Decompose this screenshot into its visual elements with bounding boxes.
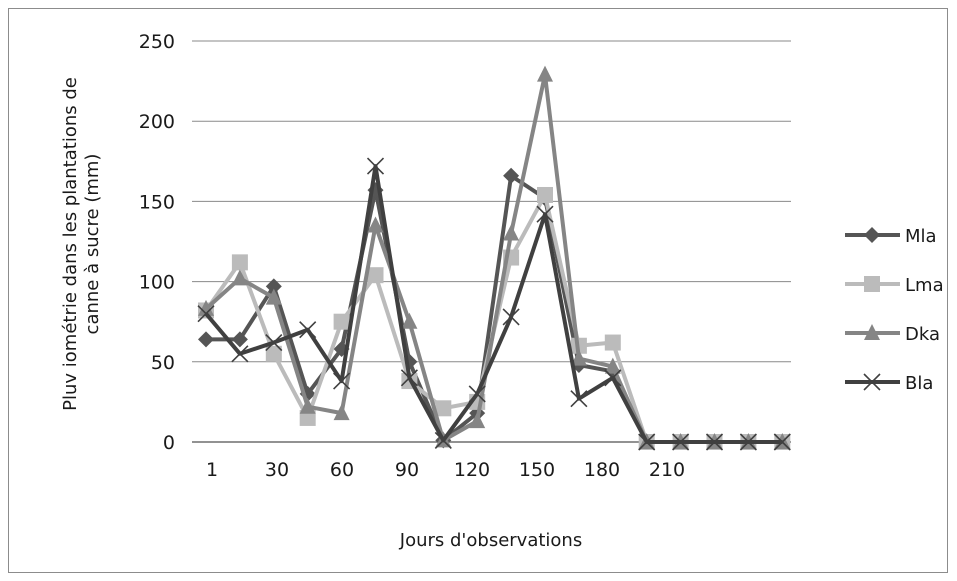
- data-point: [604, 369, 622, 387]
- line-chart: 0 50 100 150 200 250 1 30 60 90 120 150 180 210 Mla Lm…: [60, 31, 944, 551]
- data-point: [503, 224, 520, 241]
- data-point: [503, 167, 520, 184]
- data-point: [537, 186, 553, 203]
- data-point: [367, 216, 384, 233]
- y-tick-label: 150: [139, 191, 175, 213]
- series-bla: [197, 157, 791, 451]
- series-mla: [198, 167, 791, 450]
- x-tick-label: 60: [330, 459, 354, 481]
- legend-label: Mla: [905, 226, 937, 247]
- legend-item-bla: Bla: [845, 373, 933, 394]
- data-point: [604, 357, 621, 374]
- y-axis-title-line-2: canne à sucre (mm): [82, 154, 103, 335]
- y-axis-title-line-1: Pluv iométrie dans les plantations de: [60, 77, 81, 411]
- legend-marker: [863, 373, 881, 391]
- data-point: [604, 334, 621, 351]
- data-point: [265, 345, 282, 362]
- y-tick-label: 200: [139, 111, 175, 133]
- series-lines: [197, 65, 791, 451]
- data-point: [705, 433, 724, 451]
- x-axis-title: Jours d'observations: [399, 530, 582, 551]
- data-point: [401, 312, 418, 329]
- data-point: [638, 433, 656, 451]
- data-point: [468, 385, 486, 403]
- data-point: [672, 433, 690, 451]
- data-point: [333, 404, 350, 421]
- x-tick-label: 30: [265, 459, 289, 481]
- data-point: [469, 412, 486, 429]
- data-point: [570, 349, 587, 366]
- data-point: [299, 409, 316, 426]
- data-point: [400, 369, 418, 387]
- data-point: [231, 254, 248, 271]
- data-point: [367, 267, 384, 284]
- y-tick-label: 100: [139, 272, 175, 294]
- data-point: [198, 331, 214, 348]
- series-dka: [198, 65, 791, 449]
- data-point: [739, 433, 757, 451]
- x-tick-label: 180: [584, 459, 620, 481]
- series-line-bla: [204, 164, 783, 444]
- data-point: [231, 331, 248, 348]
- y-tick-label: 50: [151, 352, 175, 374]
- data-point: [773, 433, 791, 451]
- legend-label: Lma: [905, 275, 944, 296]
- data-point: [197, 305, 215, 323]
- data-point: [536, 205, 554, 223]
- data-point: [265, 333, 283, 352]
- legend-item-mla: Mla: [845, 226, 937, 247]
- y-tick-label: 0: [163, 432, 175, 454]
- data-point: [265, 288, 282, 305]
- legend-item-dka: Dka: [845, 324, 940, 345]
- legend-item-lma: Lma: [845, 275, 944, 296]
- data-point: [231, 345, 249, 363]
- data-point: [265, 278, 282, 295]
- x-tick-label: 90: [395, 459, 419, 481]
- data-point: [435, 400, 452, 417]
- axes: 0 50 100 150 200 250 1 30 60 90 120 150 180 210: [139, 31, 685, 481]
- y-tick-label: 250: [139, 31, 175, 53]
- series-line-mla: [206, 173, 783, 444]
- legend-marker: [864, 227, 880, 243]
- chart-frame: 0 50 100 150 200 250 1 30 60 90 120 150 180 210 Mla Lm…: [8, 8, 948, 573]
- data-point: [366, 157, 385, 175]
- data-point: [537, 65, 553, 82]
- data-point: [198, 299, 214, 316]
- legend-marker: [864, 276, 880, 292]
- data-point: [570, 390, 588, 408]
- data-point: [333, 372, 351, 390]
- x-tick-label: 150: [519, 459, 555, 481]
- data-point: [434, 431, 452, 449]
- x-tick-label: 1: [206, 459, 218, 481]
- x-tick-label: 120: [454, 459, 490, 481]
- legend-label: Bla: [905, 373, 933, 394]
- data-point: [502, 308, 520, 326]
- legend-label: Dka: [905, 324, 940, 345]
- data-point: [299, 397, 316, 414]
- gridlines: [192, 40, 791, 443]
- legend: Mla Lma Dka Bla: [845, 226, 944, 394]
- data-point: [231, 269, 248, 286]
- x-tick-label: 210: [649, 459, 685, 481]
- legend-marker: [864, 324, 880, 340]
- data-point: [333, 313, 350, 330]
- data-point: [299, 321, 317, 339]
